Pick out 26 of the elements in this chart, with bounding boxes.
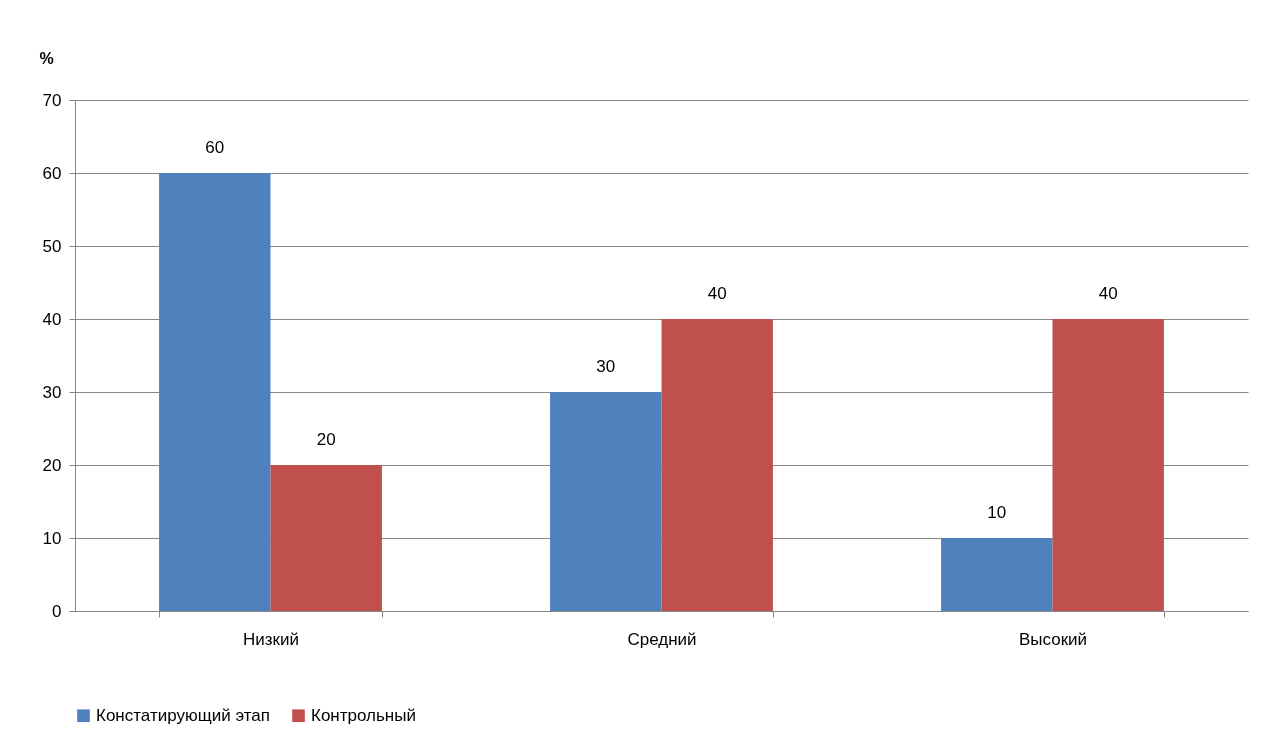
bar [550, 392, 662, 611]
y-tick-label: 70 [42, 90, 62, 110]
data-label: 40 [707, 284, 727, 303]
legend-label: Контрольный [311, 705, 416, 725]
bar [941, 538, 1053, 611]
y-tick-label: 30 [42, 382, 62, 402]
y-tick-label: 50 [42, 236, 62, 256]
y-tick-label: 60 [42, 163, 62, 183]
x-tick-label: Средний [627, 629, 697, 649]
bar [270, 465, 382, 611]
y-tick-label: 20 [42, 455, 62, 475]
y-axis-title: % [39, 49, 54, 67]
bar [661, 319, 773, 611]
y-tick-label: 0 [52, 601, 62, 621]
data-label: 60 [205, 138, 225, 157]
bar [1052, 319, 1164, 611]
x-tick-label: Низкий [243, 629, 299, 649]
x-tick-label: Высокий [1018, 629, 1088, 649]
y-tick-label: 10 [42, 528, 62, 548]
y-tick-label: 40 [42, 309, 62, 329]
data-label: 30 [596, 357, 616, 376]
legend-label: Констатирующий этап [96, 705, 270, 725]
bar [159, 173, 271, 611]
data-label: 20 [316, 430, 336, 449]
data-label: 40 [1098, 284, 1118, 303]
data-label: 10 [987, 503, 1007, 522]
